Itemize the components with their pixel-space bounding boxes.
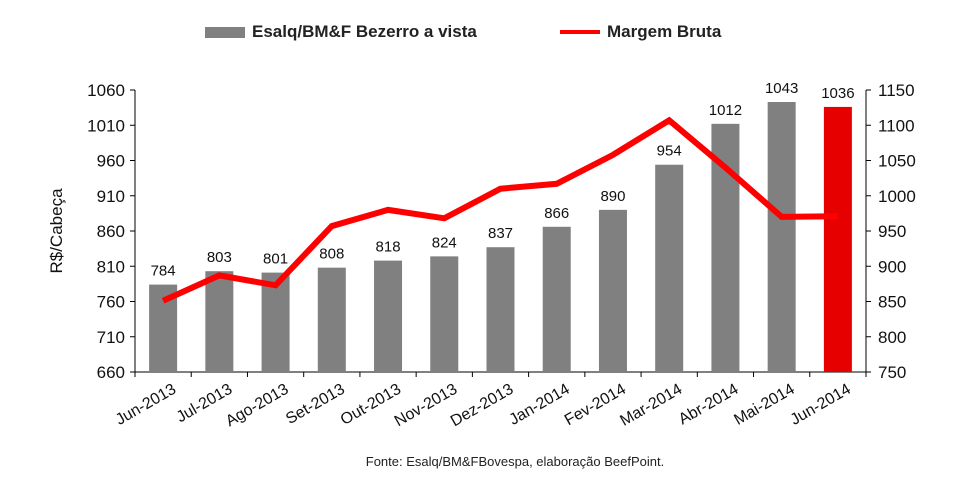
y-axis-label: R$/Cabeça	[47, 188, 66, 274]
x-tick-label: Abr-2014	[676, 381, 742, 429]
x-tick-label: Jan-2014	[506, 381, 572, 429]
bar	[317, 267, 346, 372]
y-tick-left-label: 760	[97, 293, 125, 312]
y-tick-right-label: 850	[878, 293, 906, 312]
x-tick-label: Jun-2014	[788, 381, 854, 429]
y-tick-right-label: 950	[878, 222, 906, 241]
y-tick-right-label: 1150	[878, 81, 915, 100]
x-tick-label: Nov-2013	[392, 381, 461, 430]
axes: 660 710 760 810 860 910 960 1010 1060 750 800 850 90…	[47, 81, 916, 382]
bar	[655, 164, 684, 372]
y-tick-left-label: 710	[97, 328, 125, 347]
y-tick-right-label: 750	[878, 363, 906, 382]
x-tick-label: Dez-2013	[448, 381, 517, 430]
bar-data-label: 784	[151, 263, 176, 280]
legend-label-margem: Margem Bruta	[607, 22, 722, 41]
bar	[374, 260, 403, 372]
chart-legend: Esalq/BM&F Bezerro a vista Margem Bruta	[0, 22, 953, 46]
y-tick-right-label: 1100	[878, 116, 915, 135]
bar	[767, 101, 796, 373]
legend-item-margem: Margem Bruta	[560, 22, 721, 42]
y-tick-left-label: 860	[97, 222, 125, 241]
y-tick-left-label: 1010	[87, 116, 125, 135]
x-tick-label: Mar-2014	[617, 381, 685, 430]
bar	[598, 209, 627, 372]
y-tick-left-label: 660	[97, 363, 125, 382]
line-series	[161, 116, 838, 304]
bar	[205, 271, 234, 372]
legend-swatch-bar	[205, 26, 245, 38]
x-tick-label: Fev-2014	[562, 381, 629, 430]
legend-label-bezerro: Esalq/BM&F Bezerro a vista	[252, 22, 477, 41]
y-tick-left-label: 810	[97, 257, 125, 276]
x-tick-label: Mai-2014	[731, 381, 797, 429]
bar-data-label: 824	[432, 234, 457, 251]
x-tick-labels: Jun-2013Jul-2013Ago-2013Set-2013Out-2013…	[113, 381, 854, 430]
data-labels: 784 803 801 808 818 824 837 866 890 954 1012 1043 10…	[151, 80, 855, 280]
bar-data-label: 808	[319, 246, 344, 263]
bar-data-label: 1043	[765, 80, 798, 97]
y-tick-right-label: 1000	[878, 187, 916, 206]
y-tick-right-label: 900	[878, 257, 906, 276]
y-tick-right-label: 1050	[878, 152, 916, 171]
bar-data-label: 818	[376, 239, 401, 256]
y-tick-left-label: 1060	[87, 81, 125, 100]
x-tick-label: Jun-2013	[113, 381, 179, 429]
source-note: Fonte: Esalq/BM&FBovespa, elaboração Bee…	[365, 454, 665, 469]
bar-data-label: 866	[544, 205, 569, 222]
bar	[261, 272, 290, 372]
bar-data-label: 1012	[709, 102, 742, 119]
bar-data-label: 890	[600, 188, 625, 205]
bar-data-label: 1036	[821, 85, 854, 102]
bar	[542, 226, 571, 372]
x-tick-label: Set-2013	[283, 381, 348, 428]
bar	[430, 256, 459, 372]
y-tick-left-label: 960	[97, 152, 125, 171]
bar-data-label: 801	[263, 251, 288, 268]
y-tick-left-label: 910	[97, 187, 125, 206]
x-tick-label: Ago-2013	[223, 381, 292, 430]
legend-swatch-line	[560, 30, 600, 34]
bar	[823, 106, 852, 373]
y-tick-right-label: 800	[878, 328, 906, 347]
bar-data-label: 803	[207, 249, 232, 266]
bar-data-label: 954	[657, 143, 682, 160]
legend-item-bezerro: Esalq/BM&F Bezerro a vista	[205, 22, 477, 42]
bars	[149, 101, 852, 373]
bar-data-label: 837	[488, 225, 513, 242]
bar	[486, 247, 515, 372]
